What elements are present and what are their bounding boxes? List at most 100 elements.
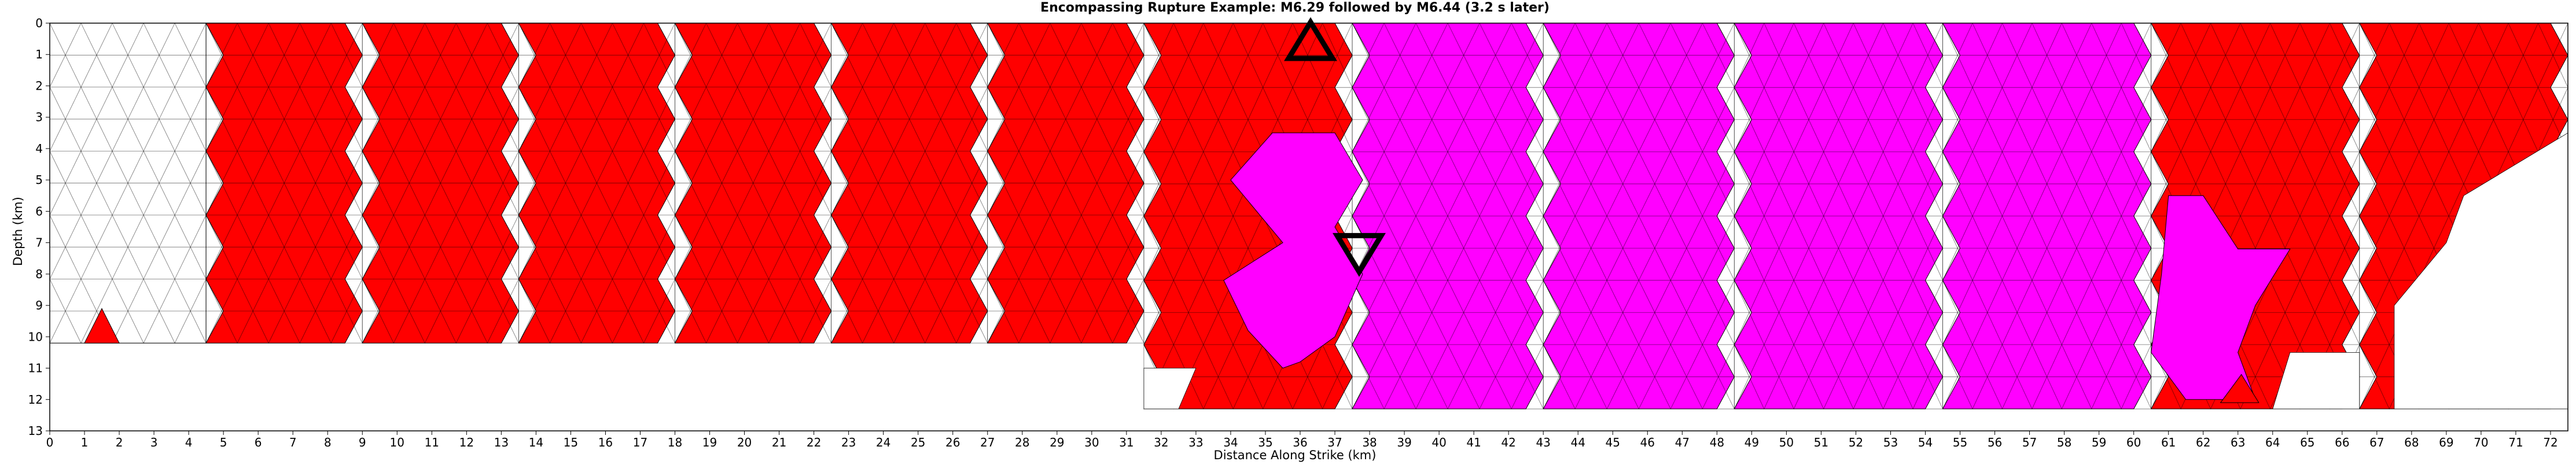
x-tick-label: 59 [2092, 436, 2106, 449]
x-tick-label: 35 [1258, 436, 1272, 449]
plot-area [49, 17, 2568, 409]
x-tick-label: 36 [1293, 436, 1307, 449]
mesh-line [2151, 377, 2166, 409]
hypocenter-down-marker [1333, 232, 1386, 277]
mesh-line [2076, 377, 2107, 409]
x-tick-label: 43 [1536, 436, 1550, 449]
mesh-line [1400, 377, 1432, 409]
mesh-line [878, 311, 910, 344]
y-tick-label: 13 [28, 424, 43, 438]
y-tick-label: 3 [35, 110, 43, 124]
x-tick-label: 56 [1988, 436, 2002, 449]
mesh-line [471, 311, 503, 344]
mesh-line [2106, 377, 2137, 409]
mesh-line [628, 311, 660, 344]
x-axis-label: Distance Along Strike (km) [1214, 448, 1377, 462]
x-tick-label: 13 [494, 436, 509, 449]
x-tick-label: 40 [1431, 436, 1446, 449]
mesh-line [440, 311, 472, 344]
mesh-line [753, 311, 785, 344]
x-tick-label: 70 [2474, 436, 2488, 449]
chart-title: Encompassing Rupture Example: M6.29 foll… [1040, 1, 1550, 15]
fault-section-8 [1352, 23, 1544, 409]
fault-section-11 [1942, 23, 2152, 409]
mesh-line [1591, 377, 1624, 409]
x-tick-label: 49 [1745, 436, 1759, 449]
x-tick-label: 5 [220, 436, 227, 449]
mesh-line [205, 311, 222, 344]
x-tick-label: 58 [2057, 436, 2071, 449]
x-tick-label: 7 [289, 436, 297, 449]
x-tick-label: 50 [1779, 436, 1794, 449]
mesh-line [1431, 377, 1464, 409]
fault-section-5 [830, 23, 988, 344]
x-tick-label: 10 [390, 436, 404, 449]
mesh-line [675, 311, 691, 344]
x-tick-label: 18 [668, 436, 682, 449]
fault-section-4 [674, 23, 832, 344]
mesh-line [1654, 377, 1687, 409]
mesh-line [315, 311, 347, 344]
mesh-line [221, 311, 253, 344]
x-tick-label: 9 [359, 436, 366, 449]
y-axis-label: Depth (km) [11, 197, 25, 266]
mesh-line [1096, 311, 1129, 344]
mesh-line [722, 311, 753, 344]
mesh-line [1838, 377, 1869, 409]
mesh-line [1247, 377, 1278, 409]
x-tick-label: 69 [2439, 436, 2453, 449]
y-tick-label: 1 [35, 47, 43, 61]
mesh-line [362, 311, 378, 344]
mesh-line [565, 311, 597, 344]
mesh-line [1495, 377, 1528, 409]
x-tick-label: 38 [1362, 436, 1377, 449]
axes: 0 1 2 3 4 5 6 7 8 9 10 11 12 13 14 15 16 17 18 19 20 21 22 23 24… [28, 16, 2568, 449]
mesh-line [690, 311, 722, 344]
first-event-region [2220, 374, 2259, 403]
mesh-line [284, 311, 316, 344]
fault-section-10 [1734, 23, 1944, 409]
mesh-line [1779, 377, 1809, 409]
x-tick-label: 66 [2335, 436, 2349, 449]
mesh-line [1352, 377, 1368, 409]
x-tick-label: 67 [2369, 436, 2384, 449]
x-tick-label: 2 [116, 436, 123, 449]
fault-section-2 [362, 23, 519, 344]
mesh-line [1987, 377, 2018, 409]
first-event-region [84, 308, 120, 344]
x-tick-label: 11 [425, 436, 439, 449]
mesh-line [1278, 377, 1308, 409]
x-tick-label: 0 [46, 436, 54, 449]
fault-section-0 [49, 23, 207, 344]
x-tick-label: 25 [911, 436, 925, 449]
x-tick-label: 28 [1015, 436, 1029, 449]
hypocenter-up-marker [1284, 17, 1337, 61]
x-tick-label: 44 [1570, 436, 1585, 449]
fault-section-1 [205, 23, 363, 344]
x-tick-label: 32 [1154, 436, 1168, 449]
y-tick-label: 10 [28, 330, 43, 344]
mesh-line [1307, 377, 1338, 409]
mesh-line [1034, 311, 1066, 344]
x-tick-label: 14 [529, 436, 543, 449]
mesh-line [1957, 377, 1988, 409]
mesh-line [1368, 377, 1400, 409]
x-tick-label: 8 [324, 436, 332, 449]
x-tick-label: 45 [1606, 436, 1620, 449]
x-tick-label: 24 [876, 436, 890, 449]
x-tick-label: 64 [2265, 436, 2280, 449]
x-tick-label: 62 [2196, 436, 2210, 449]
x-tick-label: 23 [841, 436, 856, 449]
mesh-line [987, 311, 1004, 344]
x-tick-label: 54 [1918, 436, 1933, 449]
x-tick-label: 21 [772, 436, 786, 449]
mesh-line [1622, 377, 1655, 409]
x-tick-label: 34 [1223, 436, 1238, 449]
x-tick-label: 12 [459, 436, 474, 449]
y-tick-label: 8 [35, 267, 43, 281]
mesh-line [1003, 311, 1035, 344]
x-tick-label: 31 [1119, 436, 1134, 449]
x-tick-label: 48 [1710, 436, 1724, 449]
mesh-line [940, 311, 973, 344]
